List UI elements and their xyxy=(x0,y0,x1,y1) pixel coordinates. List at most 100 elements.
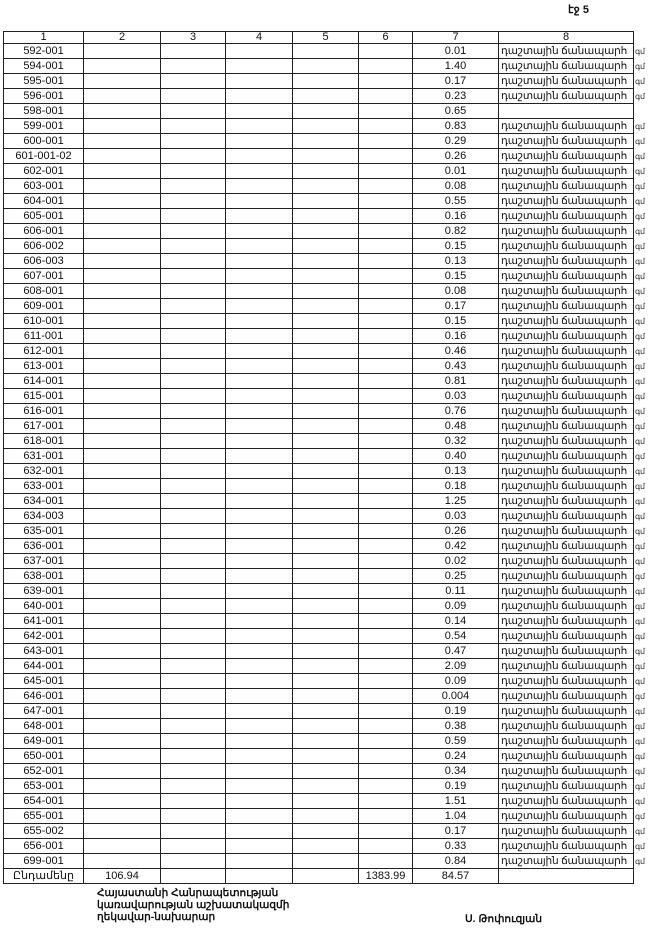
plot-area: 0.46 xyxy=(412,343,499,359)
plot-id: 602-001 xyxy=(3,163,84,179)
empty-cell xyxy=(160,448,226,464)
empty-cell xyxy=(225,643,293,659)
land-type: դաշտային ճանապարհ գմ xyxy=(498,223,645,239)
land-type-text: դաշտային ճանապարհ xyxy=(501,764,628,777)
unit-suffix: գմ xyxy=(635,467,645,476)
plot-area: 0.84 xyxy=(412,853,499,869)
empty-cell xyxy=(160,433,226,449)
land-type-text: դաշտային ճանապարհ xyxy=(501,599,628,612)
empty-cell xyxy=(160,628,226,644)
empty-cell xyxy=(83,298,161,314)
plot-id: 638-001 xyxy=(3,568,84,584)
plot-area: 0.15 xyxy=(412,268,499,284)
land-type-text: դաշտային ճանապարհ xyxy=(501,179,628,192)
land-type: դաշտային ճանապարհ գմ xyxy=(498,238,645,254)
empty-cell xyxy=(225,253,293,269)
plot-id: 634-003 xyxy=(3,508,84,524)
empty-cell xyxy=(292,433,359,449)
table-row: 642-001 0.54 դաշտային ճանապարհ գմ xyxy=(3,628,645,644)
plot-area: 0.26 xyxy=(412,148,499,164)
land-type: դաշտային ճանապարհ գմ xyxy=(498,808,645,824)
plot-area: 0.47 xyxy=(412,643,499,659)
empty-cell xyxy=(225,223,293,239)
empty-cell xyxy=(83,388,161,404)
land-type-text: դաշտային ճանապարհ xyxy=(501,299,628,312)
land-type-text: դաշտային ճանապարհ xyxy=(501,164,628,177)
empty-cell xyxy=(83,103,161,119)
empty-cell xyxy=(225,583,293,599)
empty-cell xyxy=(225,163,293,179)
empty-cell xyxy=(358,313,413,329)
empty-cell xyxy=(292,448,359,464)
land-type-text: դաշտային ճանապարհ xyxy=(501,404,628,417)
empty-cell xyxy=(358,388,413,404)
empty-cell xyxy=(160,223,226,239)
unit-suffix: գմ xyxy=(635,152,645,161)
unit-suffix: գմ xyxy=(635,437,645,446)
empty-cell xyxy=(83,313,161,329)
empty-cell xyxy=(160,208,226,224)
empty-cell xyxy=(83,688,161,704)
empty-cell xyxy=(292,703,359,719)
plot-area: 0.43 xyxy=(412,358,499,374)
empty-cell xyxy=(292,748,359,764)
unit-suffix: գմ xyxy=(635,287,645,296)
empty-cell xyxy=(160,283,226,299)
header-col-3: 3 xyxy=(160,31,226,44)
empty-cell xyxy=(358,703,413,719)
unit-suffix: գմ xyxy=(635,557,645,566)
empty-cell xyxy=(225,568,293,584)
table-row: 645-001 0.09 դաշտային ճանապարհ գմ xyxy=(3,673,645,689)
empty-cell xyxy=(292,613,359,629)
empty-cell xyxy=(225,58,293,74)
empty-cell xyxy=(160,238,226,254)
plot-id: 649-001 xyxy=(3,733,84,749)
empty-cell xyxy=(358,418,413,434)
empty-cell xyxy=(160,778,226,794)
plot-area: 0.15 xyxy=(412,238,499,254)
empty-cell xyxy=(225,838,293,854)
plot-area: 0.76 xyxy=(412,403,499,419)
table-row: 649-001 0.59 դաշտային ճանապարհ գմ xyxy=(3,733,645,749)
empty-cell xyxy=(292,178,359,194)
land-type-text: դաշտային ճանապարհ xyxy=(501,629,628,642)
empty-cell xyxy=(160,58,226,74)
table-row: 641-001 0.14 դաշտային ճանապարհ գմ xyxy=(3,613,645,629)
unit-suffix: գմ xyxy=(635,677,645,686)
empty-cell xyxy=(292,493,359,509)
plot-id: 644-001 xyxy=(3,658,84,674)
land-type-text: դաշտային ճանապարհ xyxy=(501,524,628,537)
empty-cell xyxy=(160,268,226,284)
empty-cell xyxy=(83,118,161,134)
empty-cell xyxy=(358,508,413,524)
empty-cell xyxy=(358,643,413,659)
plot-area: 0.33 xyxy=(412,838,499,854)
unit-suffix: գմ xyxy=(635,362,645,371)
plot-area: 1.04 xyxy=(412,808,499,824)
land-type-text: դաշտային ճանապարհ xyxy=(501,224,628,237)
empty-cell xyxy=(358,328,413,344)
plot-id: 654-001 xyxy=(3,793,84,809)
table-row: 640-001 0.09 դաշտային ճանապարհ գմ xyxy=(3,598,645,614)
empty-cell xyxy=(358,778,413,794)
table-row: 615-001 0.03 դաշտային ճանապարհ գմ xyxy=(3,388,645,404)
unit-suffix: գմ xyxy=(635,647,645,656)
unit-suffix: գմ xyxy=(635,77,645,86)
empty-cell xyxy=(225,823,293,839)
empty-cell xyxy=(160,463,226,479)
empty-cell xyxy=(358,493,413,509)
empty-cell xyxy=(358,88,413,104)
unit-suffix: գմ xyxy=(635,572,645,581)
empty-cell xyxy=(83,463,161,479)
unit-suffix: գմ xyxy=(635,392,645,401)
plot-id: 648-001 xyxy=(3,718,84,734)
table-row: 634-001 1.25 դաշտային ճանապարհ գմ xyxy=(3,493,645,509)
empty-cell xyxy=(83,583,161,599)
empty-cell xyxy=(225,493,293,509)
unit-suffix: գմ xyxy=(635,332,645,341)
empty-cell xyxy=(358,553,413,569)
land-type-text: դաշտային ճանապարհ xyxy=(501,839,628,852)
empty-cell xyxy=(225,553,293,569)
table-row: 605-001 0.16 դաշտային ճանապարհ գմ xyxy=(3,208,645,224)
empty-cell xyxy=(83,253,161,269)
